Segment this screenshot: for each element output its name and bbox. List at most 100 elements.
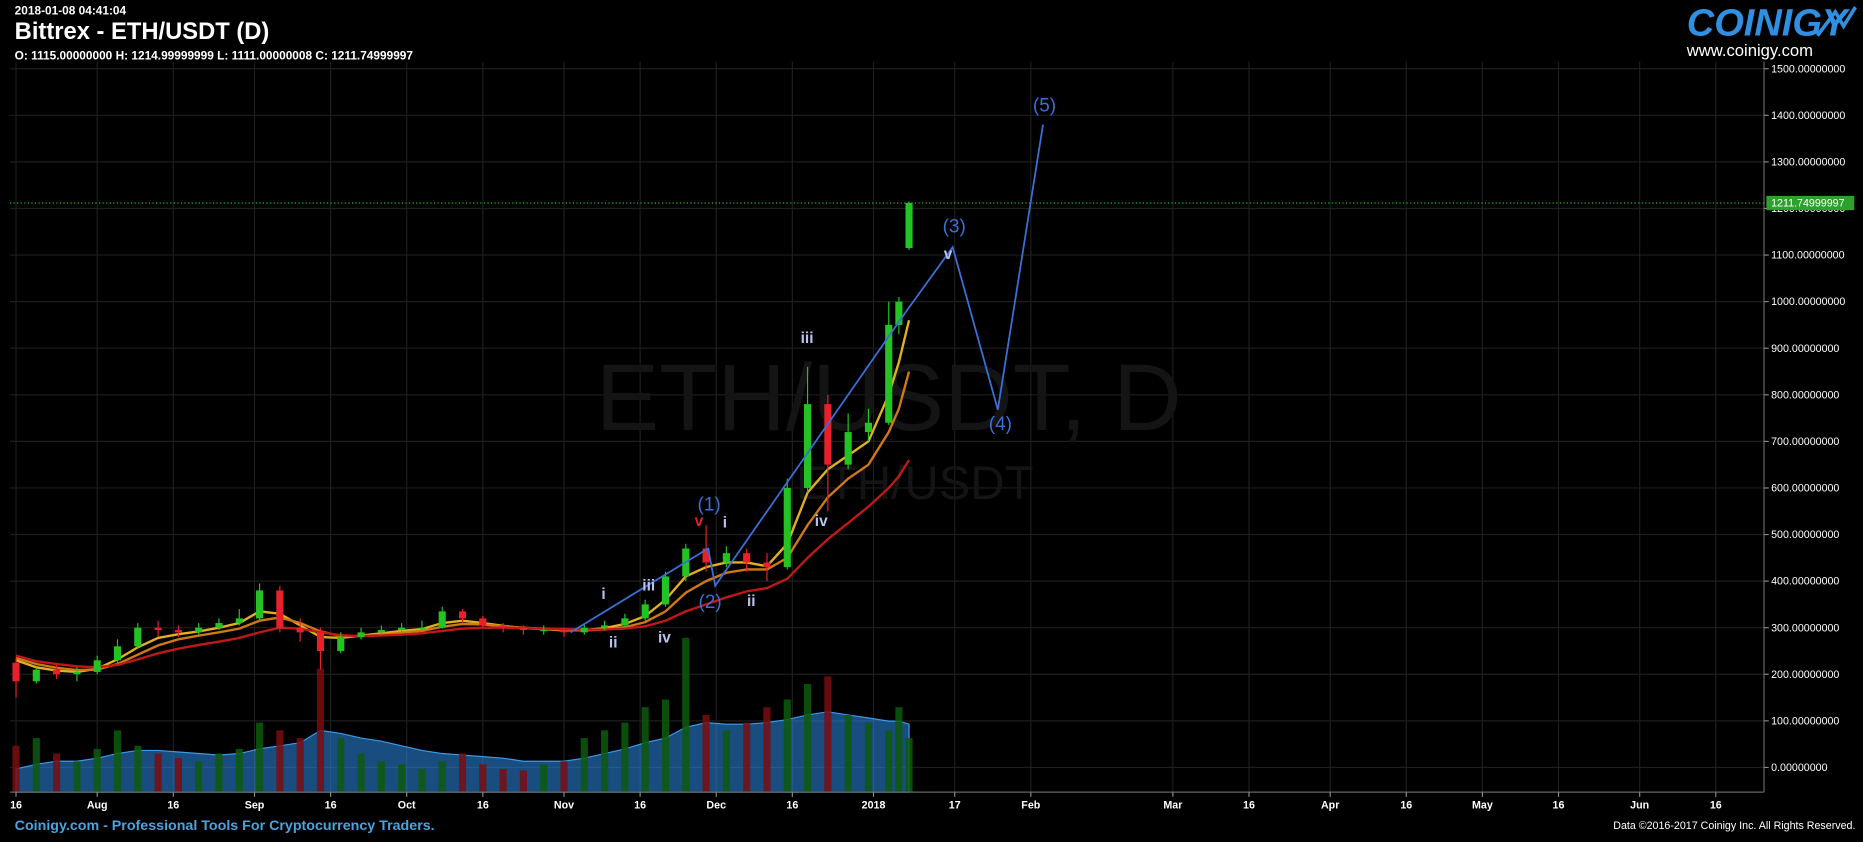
candle-body bbox=[458, 611, 467, 619]
candle-body bbox=[601, 625, 609, 628]
volume-bar bbox=[276, 730, 284, 793]
candle-body bbox=[560, 630, 568, 633]
y-tick-label: 1000.00000000 bbox=[1771, 296, 1845, 308]
wave-label: iii bbox=[642, 577, 655, 594]
volume-bar bbox=[479, 764, 487, 793]
y-tick-label: 200.00000000 bbox=[1771, 669, 1839, 681]
candle-body bbox=[377, 630, 385, 633]
wave-label: (4) bbox=[989, 414, 1012, 435]
volume-bar bbox=[134, 745, 142, 793]
y-tick-label: 800.00000000 bbox=[1771, 389, 1839, 401]
x-tick-label: Apr bbox=[1321, 800, 1339, 812]
y-tick-label: 1500.00000000 bbox=[1771, 63, 1845, 75]
candle-body bbox=[885, 324, 893, 423]
candle-body bbox=[438, 611, 446, 628]
volume-bar bbox=[783, 699, 791, 793]
volume-bar bbox=[661, 699, 670, 793]
candle-body bbox=[661, 576, 670, 605]
x-tick-label: Dec bbox=[706, 800, 726, 812]
y-tick-label: 0.00000000 bbox=[1771, 762, 1827, 774]
candle-body bbox=[357, 632, 365, 638]
x-tick-label: 16 bbox=[325, 800, 337, 812]
volume-bar bbox=[93, 748, 101, 793]
x-tick-label: Oct bbox=[398, 800, 416, 812]
y-tick-label: 600.00000000 bbox=[1771, 483, 1839, 495]
volume-bar bbox=[215, 753, 223, 793]
volume-bar bbox=[357, 753, 365, 793]
volume-bar bbox=[763, 707, 771, 793]
candle-body bbox=[296, 627, 304, 633]
wave-label: ii bbox=[747, 593, 756, 610]
volume-bar bbox=[174, 758, 182, 793]
candle-body bbox=[621, 618, 629, 626]
volume-bar bbox=[154, 753, 162, 793]
x-tick-label: May bbox=[1472, 800, 1493, 812]
volume-bar bbox=[53, 753, 61, 793]
footer-left[interactable]: Coinigy.com - Professional Tools For Cry… bbox=[15, 818, 435, 834]
wave-label: v bbox=[944, 246, 953, 263]
candle-body bbox=[134, 627, 142, 647]
x-tick-label: 16 bbox=[1243, 800, 1255, 812]
candle-body bbox=[53, 669, 61, 675]
candle-body bbox=[895, 301, 903, 325]
volume-bar bbox=[438, 761, 446, 793]
y-tick-label: 700.00000000 bbox=[1771, 436, 1839, 448]
wave-label: (5) bbox=[1033, 96, 1056, 117]
candle-body bbox=[702, 548, 710, 563]
candle-body bbox=[276, 590, 284, 628]
candle-body bbox=[864, 422, 873, 433]
wave-label: iv bbox=[815, 513, 828, 530]
volume-bar bbox=[296, 738, 304, 793]
candle-body bbox=[499, 625, 507, 628]
volume-bar bbox=[540, 764, 548, 793]
candle-body bbox=[824, 404, 832, 465]
y-tick-label: 500.00000000 bbox=[1771, 529, 1839, 541]
candle-body bbox=[783, 487, 791, 568]
volume-bar bbox=[12, 745, 20, 793]
ohlc-readout: O: 1115.00000000 H: 1214.99999999 L: 111… bbox=[15, 48, 414, 62]
volume-bar bbox=[519, 770, 527, 793]
volume-bar bbox=[195, 761, 203, 793]
x-tick-label: Mar bbox=[1163, 800, 1182, 812]
candle-body bbox=[540, 630, 548, 632]
candle-body bbox=[803, 404, 812, 488]
wave-line bbox=[570, 124, 1044, 634]
y-tick-label: 900.00000000 bbox=[1771, 343, 1839, 355]
moving-average bbox=[15, 319, 911, 674]
candle-body bbox=[73, 671, 81, 675]
x-tick-label: Feb bbox=[1021, 800, 1040, 812]
volume-bar bbox=[641, 707, 649, 793]
candle-body bbox=[215, 623, 223, 628]
candle-body bbox=[12, 662, 20, 682]
chart-title: Bittrex - ETH/USDT (D) bbox=[15, 18, 270, 45]
volume-bar bbox=[722, 730, 730, 793]
volume-bar bbox=[702, 714, 710, 793]
moving-average bbox=[15, 371, 911, 672]
candle-body bbox=[418, 627, 426, 629]
moving-average bbox=[15, 459, 911, 669]
volume-bar bbox=[580, 738, 588, 793]
candle-body bbox=[235, 618, 243, 624]
volume-bar bbox=[803, 684, 812, 793]
x-tick-label: Aug bbox=[87, 800, 108, 812]
x-tick-label: Jun bbox=[1630, 800, 1649, 812]
volume-bar bbox=[235, 748, 243, 793]
volume-bar bbox=[905, 738, 913, 793]
volume-bar bbox=[418, 768, 426, 793]
candle-body bbox=[256, 590, 264, 619]
x-tick-label: Nov bbox=[554, 800, 574, 812]
last-price-tag bbox=[1766, 195, 1855, 211]
x-tick-label: 16 bbox=[167, 800, 179, 812]
volume-bar bbox=[398, 764, 406, 793]
x-tick-label: 16 bbox=[477, 800, 489, 812]
y-tick-label: 300.00000000 bbox=[1771, 622, 1839, 634]
candle-body bbox=[195, 627, 203, 633]
volume-bar bbox=[377, 761, 385, 793]
volume-bar bbox=[601, 730, 609, 793]
wave-label: v bbox=[695, 513, 704, 530]
volume-bar bbox=[621, 722, 629, 793]
candle-body bbox=[905, 203, 913, 249]
volume-bar bbox=[864, 722, 873, 793]
